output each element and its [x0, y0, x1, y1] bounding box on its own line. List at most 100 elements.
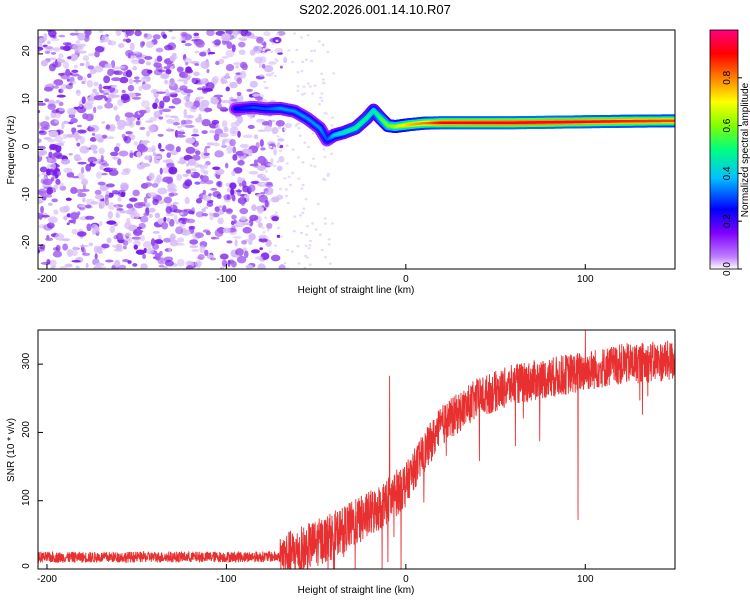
noise-blob	[185, 66, 192, 73]
noise-blob	[122, 245, 127, 250]
noise-blob	[295, 48, 299, 52]
noise-blob	[313, 84, 317, 87]
noise-blob	[254, 96, 264, 101]
noise-blob	[42, 178, 53, 186]
noise-blob	[249, 112, 253, 120]
noise-blob	[38, 249, 41, 254]
noise-blob	[185, 169, 191, 174]
noise-blob	[293, 32, 297, 35]
spectrogram-xtick-label: 0	[403, 274, 409, 285]
noise-blob	[52, 250, 63, 258]
noise-blob	[267, 126, 271, 129]
noise-blob	[157, 187, 168, 195]
noise-blob	[176, 66, 184, 73]
noise-blob	[185, 260, 193, 267]
noise-blob	[82, 55, 90, 62]
noise-blob	[206, 69, 210, 74]
noise-blob	[168, 192, 175, 197]
noise-blob	[166, 217, 171, 223]
noise-blob	[285, 162, 289, 165]
noise-blob	[177, 126, 182, 129]
noise-blob	[238, 49, 246, 56]
noise-blob	[311, 157, 315, 160]
noise-blob	[38, 110, 41, 114]
noise-blob	[65, 68, 71, 77]
spectrogram-ytick-label: 0	[21, 143, 32, 149]
noise-blob	[76, 231, 87, 237]
noise-blob	[319, 96, 323, 99]
noise-blob	[296, 122, 300, 126]
noise-blob	[204, 249, 209, 257]
noise-blob	[132, 79, 142, 83]
noise-blob	[54, 233, 65, 241]
noise-blob	[208, 193, 212, 197]
noise-blob	[314, 228, 318, 231]
noise-blob	[235, 65, 239, 69]
noise-blob	[125, 38, 132, 43]
noise-blob	[105, 183, 115, 188]
noise-blob	[265, 73, 274, 77]
noise-blob	[313, 165, 317, 168]
spectrogram-ytick-label: 20	[21, 45, 32, 57]
noise-blob	[230, 260, 237, 268]
noise-blob	[273, 164, 277, 168]
noise-blob	[236, 255, 247, 264]
spectrogram-x-ticks: -200 -100 0 100	[37, 264, 594, 285]
noise-blob	[44, 98, 50, 103]
noise-blob	[257, 206, 264, 214]
noise-blob	[213, 142, 220, 147]
noise-blob	[98, 147, 105, 155]
noise-blob	[143, 212, 150, 217]
noise-blob	[64, 263, 73, 268]
noise-blob	[172, 202, 179, 205]
noise-blob	[292, 230, 296, 233]
noise-blob	[152, 198, 159, 206]
noise-blob	[101, 172, 108, 176]
noise-blob	[186, 114, 195, 119]
noise-blob	[106, 136, 115, 140]
noise-blob	[284, 122, 293, 129]
noise-blob	[276, 144, 280, 148]
noise-blob	[43, 137, 52, 140]
noise-blob	[132, 66, 138, 71]
noise-blob	[58, 53, 64, 59]
noise-blob	[263, 158, 268, 164]
noise-blob	[259, 139, 264, 147]
noise-blob	[72, 246, 79, 251]
noise-blob	[71, 260, 81, 263]
noise-blob	[131, 96, 141, 100]
noise-blob	[230, 188, 235, 196]
noise-blob	[203, 152, 210, 156]
noise-blob	[304, 198, 308, 201]
noise-blob	[240, 199, 246, 207]
noise-blob	[165, 144, 175, 151]
snr-ytick-label: 200	[21, 421, 32, 438]
noise-blob	[271, 42, 275, 45]
noise-blob	[53, 247, 59, 251]
noise-blob	[196, 96, 205, 100]
noise-blob	[56, 94, 66, 98]
noise-blob	[222, 227, 231, 234]
noise-blob	[176, 134, 186, 138]
noise-blob	[323, 155, 327, 159]
noise-blob	[82, 113, 89, 120]
noise-blob	[218, 132, 229, 138]
noise-blob	[50, 51, 57, 55]
noise-blob	[213, 39, 221, 46]
noise-blob	[59, 185, 67, 191]
noise-blob	[233, 62, 241, 66]
noise-blob	[324, 255, 328, 259]
noise-blob	[136, 143, 146, 152]
noise-blob	[77, 75, 83, 81]
noise-blob	[94, 50, 100, 58]
noise-blob	[297, 126, 301, 130]
noise-blob	[284, 188, 288, 191]
noise-blob	[179, 85, 188, 91]
noise-blob	[330, 116, 334, 119]
noise-blob	[121, 182, 127, 186]
noise-blob	[296, 156, 300, 159]
noise-blob	[184, 229, 188, 233]
noise-blob	[126, 116, 136, 122]
noise-blob	[298, 134, 302, 138]
noise-blob	[213, 99, 218, 106]
